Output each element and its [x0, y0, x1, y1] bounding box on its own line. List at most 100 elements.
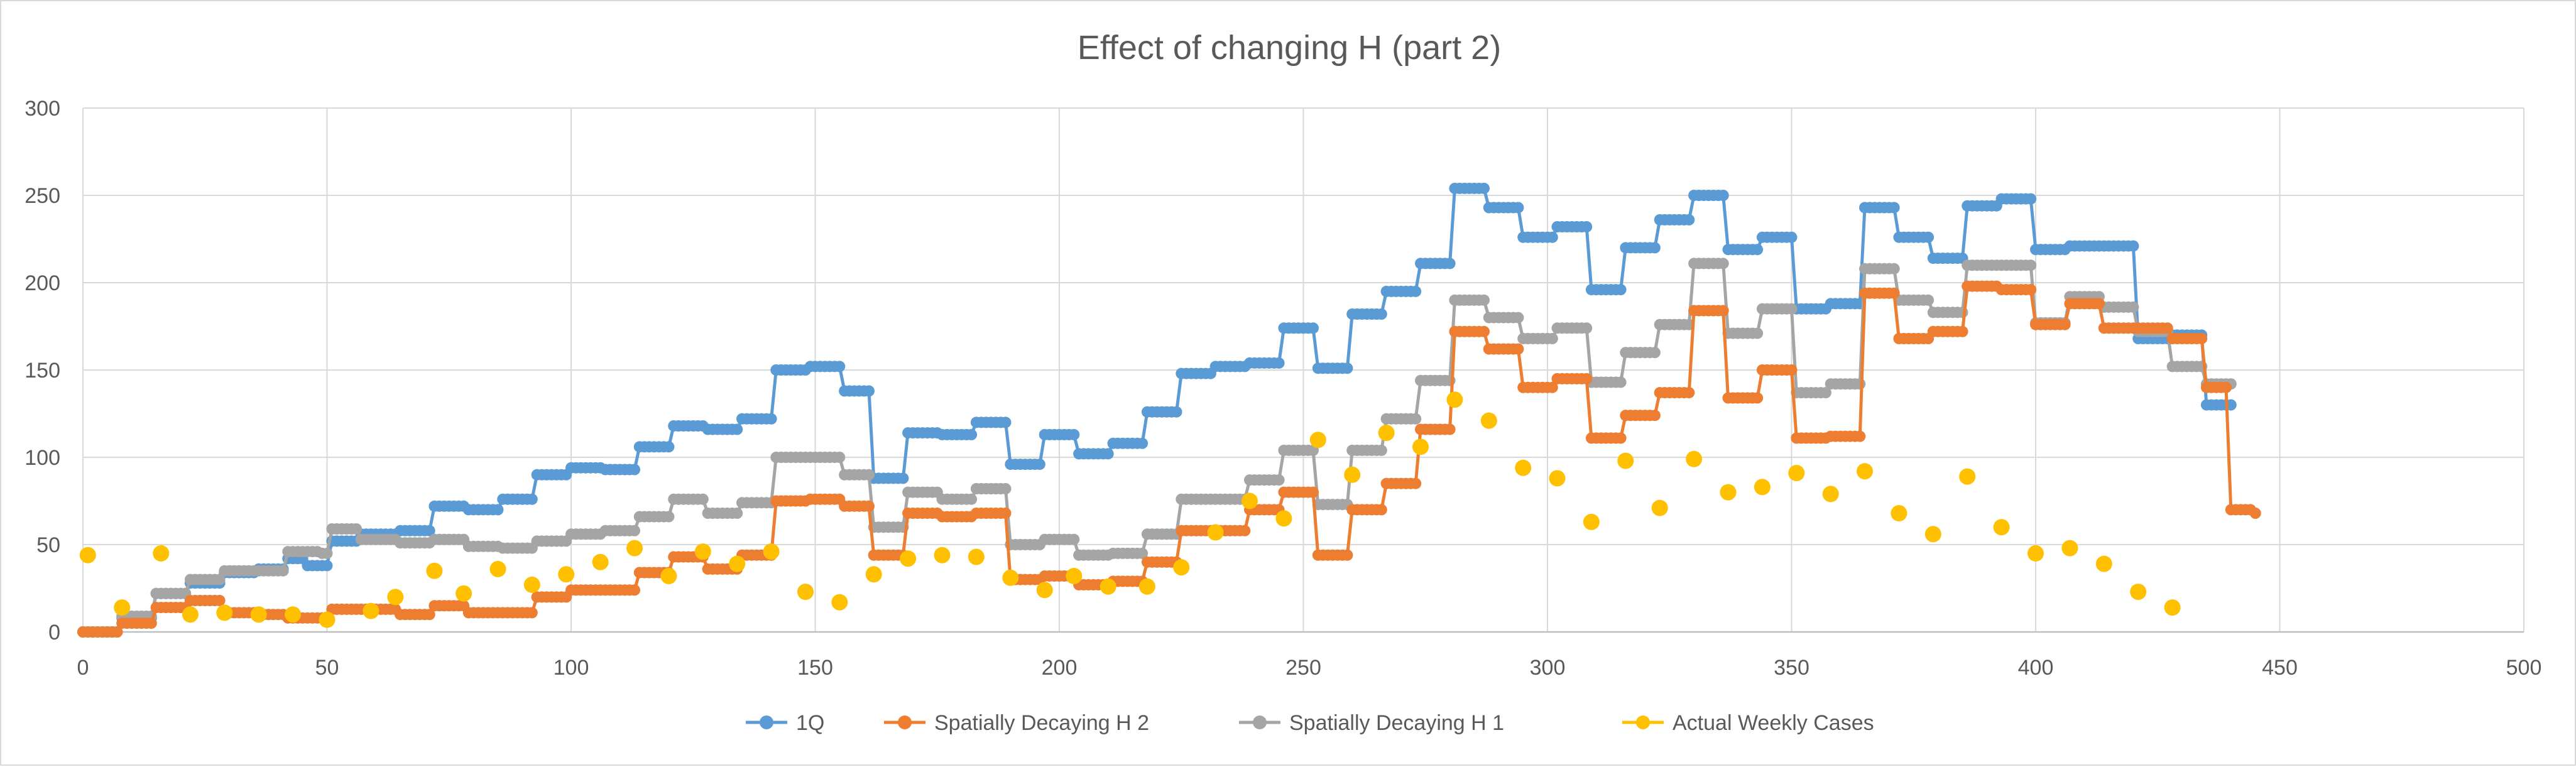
data-point	[2059, 318, 2071, 330]
data-point	[1207, 524, 1224, 541]
data-point	[2196, 333, 2208, 344]
data-point	[1100, 578, 1116, 595]
data-point	[1515, 459, 1532, 476]
data-point	[834, 361, 846, 373]
axes: 0 50 100 150 200 250 300 350 400 450 500 0 50 100 150 2…	[25, 97, 2541, 680]
data-point	[831, 594, 848, 611]
data-point	[1410, 285, 1422, 297]
data-point	[1683, 214, 1695, 226]
data-point	[2130, 584, 2147, 601]
series-1q	[77, 182, 2237, 638]
data-point	[1891, 505, 1907, 521]
data-point	[1138, 578, 1155, 595]
data-point	[1957, 325, 1968, 337]
data-point	[1036, 582, 1053, 599]
data-point	[319, 611, 336, 628]
data-point	[456, 585, 472, 602]
data-point	[2161, 322, 2173, 334]
data-point	[1717, 305, 1729, 317]
data-point	[697, 493, 709, 505]
x-tick-label: 500	[2506, 656, 2542, 680]
data-point	[1000, 483, 1012, 494]
data-point	[1649, 242, 1661, 254]
legend: 1Q Spatially Decaying H 2 Spatially Decayi…	[746, 711, 1874, 735]
data-point	[968, 548, 985, 565]
x-tick-label: 300	[1530, 656, 1566, 680]
data-point	[1512, 343, 1524, 355]
data-point	[1617, 452, 1634, 469]
plot-area	[77, 182, 2261, 638]
data-point	[660, 568, 677, 584]
data-point	[694, 543, 711, 560]
data-point	[1173, 559, 1190, 576]
data-point	[1375, 504, 1387, 516]
data-point	[526, 493, 538, 505]
data-point	[1923, 231, 1935, 243]
y-tick-label: 250	[25, 184, 60, 208]
data-point	[423, 525, 435, 536]
data-point	[1066, 568, 1083, 584]
data-point	[1546, 381, 1558, 393]
series-line	[83, 261, 2231, 634]
data-point	[1412, 438, 1429, 455]
data-point	[1683, 387, 1695, 399]
data-point	[250, 606, 267, 623]
series-spatially-decaying-h-1	[77, 258, 2237, 638]
data-point	[966, 493, 978, 505]
data-point	[900, 550, 917, 567]
data-point	[2028, 545, 2044, 562]
data-point	[1375, 308, 1387, 320]
data-point	[153, 545, 170, 562]
legend-item: Actual Weekly Cases	[1622, 711, 1874, 735]
data-point	[1649, 347, 1661, 359]
data-point	[1854, 430, 1866, 442]
data-point	[1275, 510, 1292, 527]
x-tick-label: 400	[2018, 656, 2054, 680]
data-point	[1444, 258, 1456, 269]
legend-swatch-marker	[1253, 715, 1267, 729]
data-point	[489, 560, 506, 577]
data-point	[351, 523, 363, 535]
series-actual-weekly-cases	[79, 391, 2181, 628]
legend-item: 1Q	[746, 711, 824, 735]
data-point	[1888, 202, 1900, 214]
data-point	[492, 504, 504, 516]
data-point	[1242, 492, 1258, 509]
data-point	[1034, 459, 1045, 471]
data-point	[1820, 387, 1831, 399]
data-point	[2061, 540, 2078, 557]
data-point	[1000, 508, 1012, 519]
data-point	[1888, 263, 1900, 275]
data-point	[1581, 221, 1593, 232]
data-point	[2164, 599, 2181, 616]
data-point	[1171, 406, 1182, 418]
data-point	[2220, 381, 2232, 393]
data-point	[1615, 284, 1627, 296]
data-point	[1717, 258, 1729, 269]
data-point	[1717, 190, 1729, 201]
data-point	[558, 566, 575, 583]
data-point	[1273, 357, 1285, 369]
data-point	[1341, 362, 1353, 374]
data-point	[1822, 486, 1839, 503]
data-point	[1137, 547, 1149, 559]
x-tick-label: 200	[1042, 656, 1078, 680]
y-tick-label: 100	[25, 446, 60, 470]
data-point	[1375, 444, 1387, 456]
legend-swatch-marker	[898, 715, 912, 729]
legend-label: Spatially Decaying H 2	[934, 711, 1149, 735]
y-tick-label: 50	[36, 533, 60, 557]
data-point	[214, 574, 226, 585]
data-point	[1137, 437, 1149, 449]
data-point	[797, 584, 814, 601]
data-point	[2093, 298, 2105, 310]
data-point	[2025, 259, 2037, 271]
data-point	[1651, 499, 1668, 516]
data-point	[2249, 508, 2261, 519]
y-tick-label: 300	[25, 97, 60, 121]
data-point	[387, 589, 404, 606]
data-point	[663, 511, 675, 523]
data-point	[1512, 202, 1524, 214]
data-point	[763, 543, 780, 560]
